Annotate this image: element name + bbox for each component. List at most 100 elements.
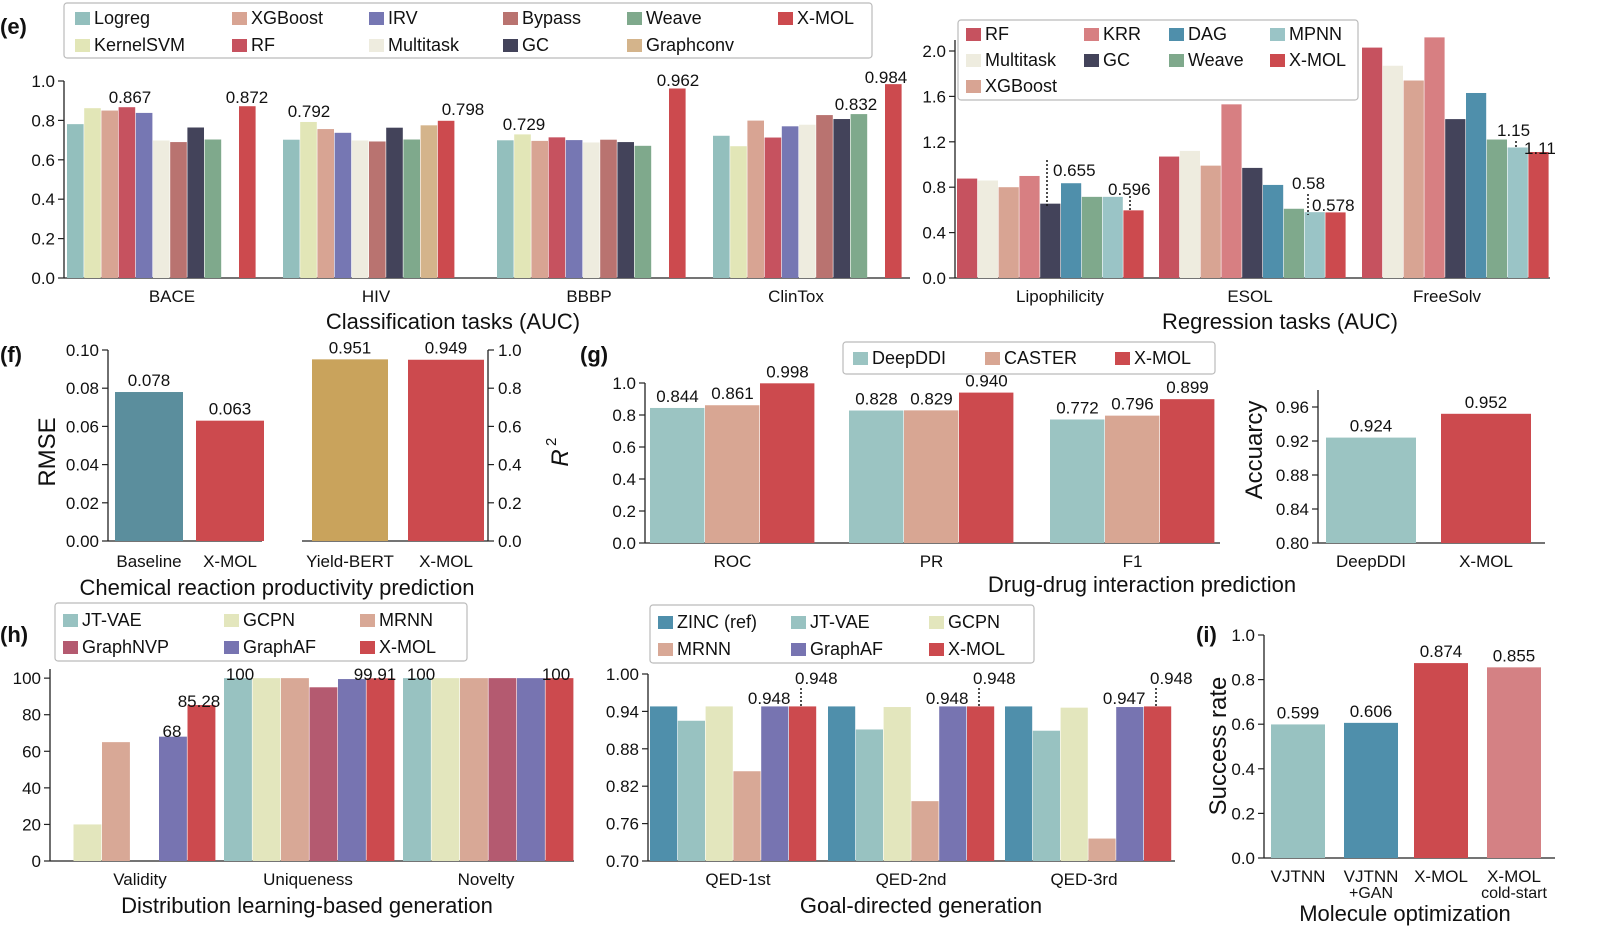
h-dist-bar-1-4 bbox=[338, 679, 366, 861]
e-class-bar-1-7 bbox=[403, 139, 420, 278]
e-class-bar-2-4 bbox=[565, 140, 583, 278]
g-ddi-legend-item-swatch bbox=[853, 352, 868, 365]
g-ddi-legend-item-label: CASTER bbox=[1004, 348, 1077, 368]
e-class-y-tick-label: 0.2 bbox=[31, 230, 55, 249]
e-reg-bar-0-3 bbox=[1019, 175, 1040, 278]
i-opt-y-tick-label: 0.0 bbox=[1231, 849, 1255, 868]
g-acc-y-tick-label: 0.88 bbox=[1276, 466, 1309, 485]
h-goal-bar-2-0 bbox=[1005, 706, 1033, 861]
f-r2-value-label: 0.949 bbox=[425, 339, 468, 358]
e-class-bar-0-5 bbox=[153, 140, 170, 278]
g-ddi-legend bbox=[842, 341, 1216, 375]
g-ddi-y-tick-label: 0.4 bbox=[612, 470, 636, 489]
h-goal-legend-item-label: GCPN bbox=[948, 612, 1000, 632]
f-rmse-bar-0 bbox=[115, 392, 183, 541]
h-dist-legend-item-swatch bbox=[224, 614, 239, 627]
f-rmse-value-label: 0.063 bbox=[209, 400, 252, 419]
h-goal-bar-0-1 bbox=[677, 720, 705, 861]
h-dist-label-uniq-xmol: 99.91 bbox=[354, 665, 397, 684]
e-reg-bar-2-3 bbox=[1424, 37, 1445, 278]
e-class-bar-2-2 bbox=[531, 140, 548, 278]
h-goal-bar-0-0 bbox=[650, 706, 678, 861]
e-class-legend-item-label: Weave bbox=[646, 8, 702, 28]
i-opt-bar-3 bbox=[1487, 667, 1541, 858]
h-goal-bar-0-4 bbox=[761, 706, 789, 861]
e-class-bar-3-8 bbox=[850, 114, 868, 278]
g-ddi-bar-0-2 bbox=[760, 383, 815, 543]
i-opt-category: +GAN bbox=[1349, 885, 1393, 902]
e-reg-legend-item-swatch bbox=[1169, 28, 1184, 41]
e-class-y-tick-label: 0.8 bbox=[31, 111, 55, 130]
h-dist-category: Novelty bbox=[458, 870, 515, 889]
g-acc-ylabel: Accuarcy bbox=[1241, 401, 1268, 500]
f-r2-category: Yield-BERT bbox=[306, 552, 394, 571]
g-ddi-legend-item-label: DeepDDI bbox=[872, 348, 946, 368]
e-class-bar-1-4 bbox=[351, 140, 369, 278]
h-dist-legend-item-swatch bbox=[63, 641, 78, 654]
h-goal-title: Goal-directed generation bbox=[800, 893, 1042, 918]
e-class-bar-2-3 bbox=[548, 137, 566, 278]
g-ddi-legend-item-swatch bbox=[985, 352, 1000, 365]
e-reg-legend-item-label: Weave bbox=[1188, 50, 1244, 70]
g-ddi-value-label: 0.844 bbox=[656, 387, 699, 406]
h-dist-label-uniq-jtvae: 100 bbox=[226, 665, 254, 684]
g-ddi-y-tick-label: 0.2 bbox=[612, 502, 636, 521]
f-r2-ylabel-sup: 2 bbox=[543, 438, 560, 446]
h-goal-label-xmol: 0.948 bbox=[973, 669, 1016, 688]
f-r2-y-tick-label: 0.0 bbox=[498, 532, 522, 551]
e-reg-legend-item-label: DAG bbox=[1188, 24, 1227, 44]
h-dist-bar-2-4 bbox=[517, 678, 545, 861]
g-ddi-bar-1-0 bbox=[849, 410, 904, 543]
f-rmse-ylabel: RMSE bbox=[34, 417, 61, 486]
e-class-legend-item-label: KernelSVM bbox=[94, 35, 185, 55]
e-class-bar-0-7 bbox=[187, 127, 204, 278]
h-dist-label-nov-jtvae: 100 bbox=[407, 665, 435, 684]
h-goal-label-graphaf: 0.948 bbox=[748, 689, 791, 708]
e-class-legend-item-label: Bypass bbox=[522, 8, 581, 28]
e-reg-legend-item-label: XGBoost bbox=[985, 76, 1057, 96]
e-class-bar-1-1 bbox=[300, 121, 317, 278]
h-goal-bar-1-4 bbox=[939, 706, 967, 861]
h-dist-legend-item-swatch bbox=[63, 614, 78, 627]
e-class-label-clintox-weave: 0.832 bbox=[835, 95, 878, 114]
panel-h-letter: (h) bbox=[0, 622, 28, 647]
e-class-bar-0-6 bbox=[170, 142, 187, 278]
e-reg-bar-2-1 bbox=[1382, 65, 1403, 278]
h-dist-legend-item-label: MRNN bbox=[379, 610, 433, 630]
e-reg-bar-2-4 bbox=[1445, 119, 1466, 278]
e-class-legend-item-label: Multitask bbox=[388, 35, 460, 55]
e-reg-bar-2-5 bbox=[1466, 92, 1487, 279]
e-class-label-bace-xmol: 0.872 bbox=[226, 88, 269, 107]
e-class-bar-3-7 bbox=[833, 119, 850, 278]
e-reg-bar-0-2 bbox=[998, 187, 1019, 278]
e-class-y-tick-label: 0.0 bbox=[31, 269, 55, 288]
h-goal-legend-item-swatch bbox=[658, 643, 673, 656]
g-acc-y-tick-label: 0.96 bbox=[1276, 398, 1309, 417]
f-r2-ylabel-group: R2 bbox=[543, 438, 574, 467]
e-reg-y-axis: 0.0 0.4 0.8 1.2 1.6 2.0 bbox=[922, 40, 956, 288]
e-class-legend-item-label: RF bbox=[251, 35, 275, 55]
h-goal-bar-0-2 bbox=[705, 706, 733, 861]
e-class-title: Classification tasks (AUC) bbox=[326, 309, 580, 334]
h-dist-label-validity-xmol: 85.28 bbox=[178, 692, 221, 711]
g-acc-y-tick-label: 0.80 bbox=[1276, 534, 1309, 553]
e-class-category: BACE bbox=[149, 287, 195, 306]
e-reg-bar-0-5 bbox=[1061, 183, 1082, 278]
e-reg-legend-item-swatch bbox=[1169, 54, 1184, 67]
e-class-bar-2-1 bbox=[514, 134, 531, 278]
f-rmse-value-label: 0.078 bbox=[128, 371, 171, 390]
e-class-category: HIV bbox=[362, 287, 391, 306]
h-dist-category: Validity bbox=[113, 870, 167, 889]
i-opt-value-label: 0.874 bbox=[1420, 642, 1463, 661]
e-class-legend-item-swatch bbox=[75, 39, 90, 52]
h-dist-y-tick-label: 20 bbox=[22, 815, 41, 834]
e-class-bar-2-0 bbox=[497, 140, 514, 278]
e-reg-bar-1-3 bbox=[1221, 104, 1242, 278]
e-class-legend-item-swatch bbox=[232, 12, 247, 25]
h-dist-bar-0-5 bbox=[187, 705, 216, 861]
g-ddi-value-label: 0.899 bbox=[1166, 378, 1209, 397]
h-dist-label-nov-xmol: 100 bbox=[542, 665, 570, 684]
i-opt-bar-0 bbox=[1271, 724, 1325, 858]
e-class-bar-3-4 bbox=[781, 126, 799, 278]
g-title: Drug-drug interaction prediction bbox=[988, 572, 1296, 597]
